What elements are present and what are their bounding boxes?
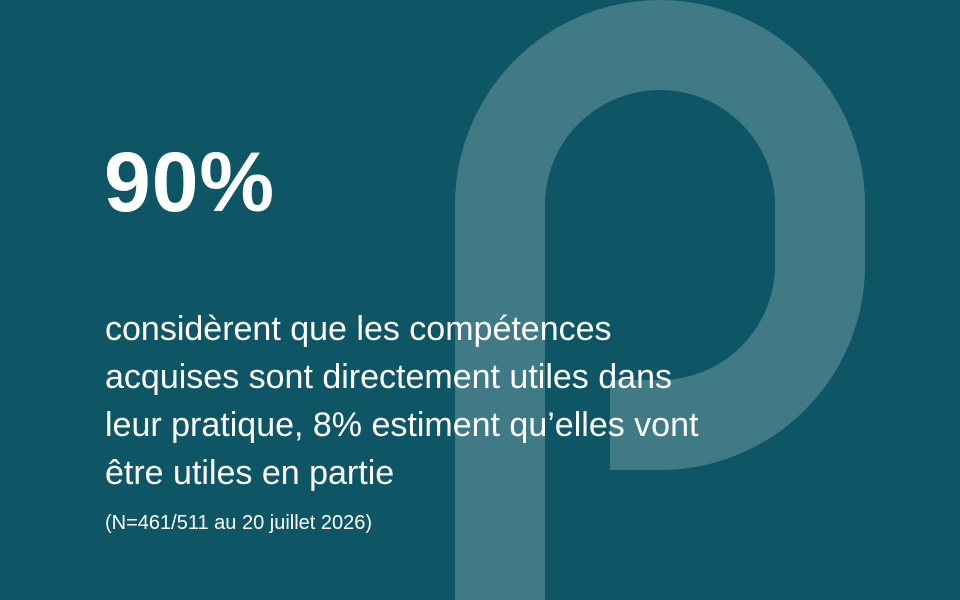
headline: 90%: [104, 135, 276, 229]
description: considèrent que les compétences acquises…: [105, 305, 698, 497]
description-line: acquises sont directement utiles dans: [105, 358, 672, 396]
description-line: être utiles en partie: [105, 454, 395, 492]
footnote: (N=461/511 au 20 juillet 2026): [105, 512, 373, 534]
letter-p: [455, 0, 865, 600]
description-line: leur pratique, 8% estiment qu’elles vont: [105, 406, 699, 444]
description-line: considèrent que les compétences: [105, 310, 612, 348]
